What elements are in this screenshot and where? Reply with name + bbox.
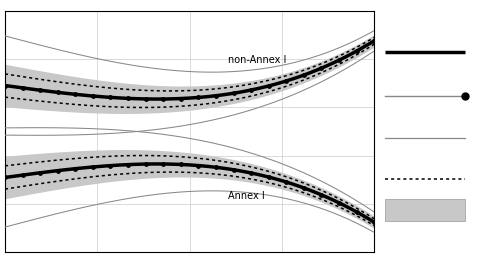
Bar — [385, 199, 465, 221]
Text: non-Annex I: non-Annex I — [229, 55, 287, 65]
Text: Annex I: Annex I — [229, 191, 265, 201]
